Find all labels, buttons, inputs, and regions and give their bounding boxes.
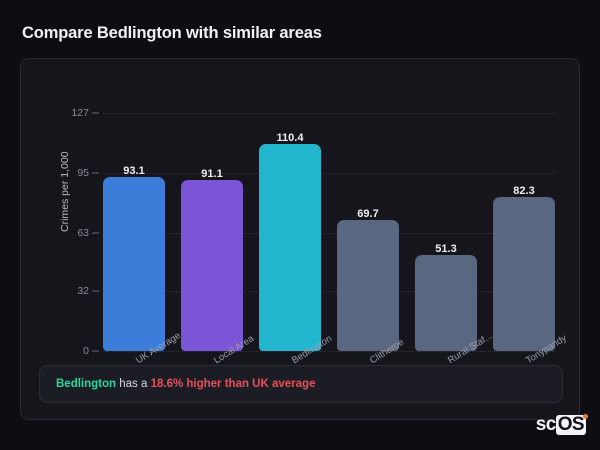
callout-stat-text: 18.6% higher than UK average xyxy=(150,378,316,390)
scos-logo: sc OS xyxy=(535,414,588,436)
bar-value-label: 91.1 xyxy=(201,168,223,181)
bar[interactable]: 82.3 Tonypandy xyxy=(493,185,569,366)
page-title: Compare Bedlington with similar areas xyxy=(22,24,322,42)
x-axis-label: UK Average xyxy=(134,330,183,367)
y-tick-mark xyxy=(92,172,99,174)
bar-group[interactable]: 93.1 UK Average xyxy=(103,113,183,366)
bar[interactable]: 51.3 Rural Staf... xyxy=(415,243,494,366)
gridline xyxy=(103,232,555,234)
y-axis-title: Crimes per 1,000 xyxy=(59,151,71,232)
bar-value-label: 69.7 xyxy=(357,208,379,221)
y-tick-mark xyxy=(92,112,99,114)
y-tick-mark xyxy=(92,290,99,292)
bar-group[interactable]: 110.4 Bedlington xyxy=(259,113,334,366)
callout-middle-text: has a xyxy=(116,378,151,390)
x-axis-label: Bedlington xyxy=(290,333,334,367)
bar-value-label: 82.3 xyxy=(513,184,535,197)
comparison-callout: Bedlington has a 18.6% higher than UK av… xyxy=(39,365,563,403)
logo-os-badge: OS xyxy=(555,414,588,436)
x-axis-label: Local Area xyxy=(212,333,256,367)
logo-dot-icon xyxy=(583,414,588,420)
y-tick-label: 32 xyxy=(77,285,89,298)
y-tick-label: 95 xyxy=(77,166,89,179)
bar-group[interactable]: 51.3 Rural Staf... xyxy=(415,113,494,366)
bar-value-label: 93.1 xyxy=(123,164,145,177)
gridline xyxy=(103,351,555,352)
gridline xyxy=(103,113,555,114)
gridline xyxy=(103,172,555,174)
gridline xyxy=(103,291,555,293)
y-tick-mark xyxy=(92,350,99,352)
bar[interactable]: 91.1 Local Area xyxy=(181,168,256,366)
plot-area: 0 32 63 95 127 93.1 UK Average 91.1 Local Area 1… xyxy=(71,107,569,366)
y-tick-label: 0 xyxy=(83,345,89,357)
bar[interactable]: 93.1 UK Average xyxy=(103,165,183,366)
logo-badge-text: OS xyxy=(557,414,585,436)
y-tick-label: 63 xyxy=(77,226,89,239)
bar-value-label: 110.4 xyxy=(276,132,304,145)
bar[interactable]: 110.4 Bedlington xyxy=(259,132,334,366)
y-tick-mark xyxy=(92,232,99,234)
y-tick-label: 127 xyxy=(71,107,89,119)
bar-group[interactable]: 69.7 Clitheroe xyxy=(337,113,406,366)
logo-prefix-text: sc xyxy=(535,414,557,435)
bar-value-label: 51.3 xyxy=(435,242,457,255)
bar-group[interactable]: 91.1 Local Area xyxy=(181,113,256,366)
x-axis-label: Tonypandy xyxy=(524,332,569,367)
bar[interactable]: 69.7 Clitheroe xyxy=(337,208,406,366)
bar-group[interactable]: 82.3 Tonypandy xyxy=(493,113,569,366)
x-axis-label: Rural Staf... xyxy=(446,330,495,367)
callout-area-name: Bedlington xyxy=(56,378,117,390)
chart-card: Crimes per 1,000 0 32 63 95 127 93.1 UK Avera… xyxy=(20,58,580,420)
bar-series: 93.1 UK Average 91.1 Local Area 110.4 Bedling… xyxy=(103,113,569,366)
